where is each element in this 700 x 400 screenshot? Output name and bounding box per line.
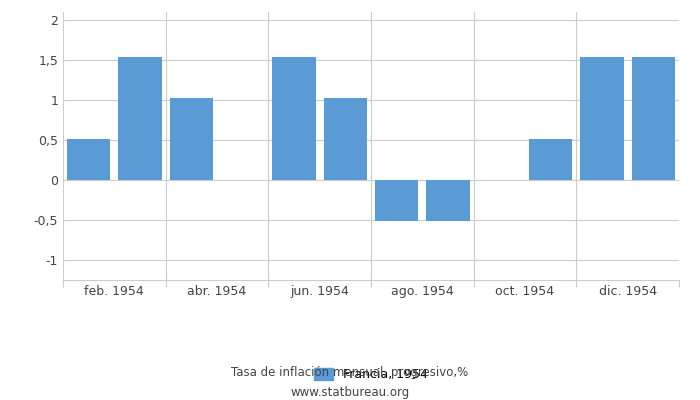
Bar — [528, 139, 573, 180]
Bar — [426, 180, 470, 221]
Bar — [631, 57, 675, 180]
Legend: Francia, 1954: Francia, 1954 — [309, 363, 433, 386]
Bar — [66, 139, 111, 180]
Bar — [272, 57, 316, 180]
Bar — [323, 98, 367, 180]
Bar — [118, 57, 162, 180]
Text: Tasa de inflación mensual, progresivo,%: Tasa de inflación mensual, progresivo,% — [232, 366, 468, 379]
Text: www.statbureau.org: www.statbureau.org — [290, 386, 410, 399]
Bar — [375, 180, 419, 221]
Bar — [580, 57, 624, 180]
Bar — [169, 98, 213, 180]
